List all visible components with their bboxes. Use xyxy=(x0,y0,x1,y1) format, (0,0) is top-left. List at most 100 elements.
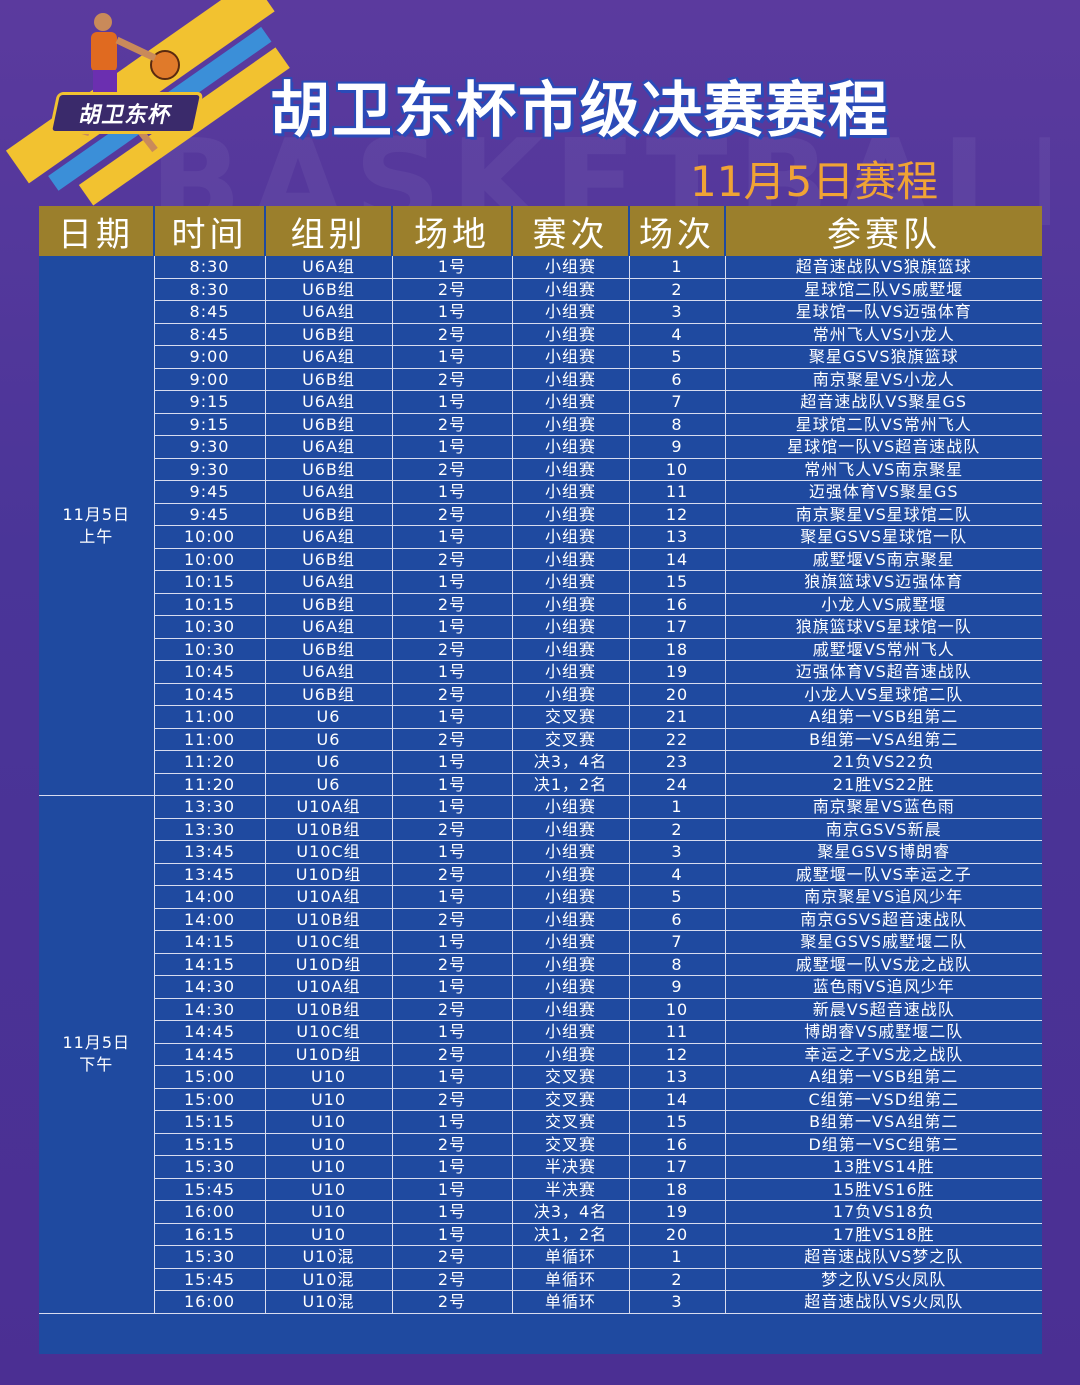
round-cell: 小组赛 xyxy=(512,818,630,841)
group-cell: U10混 xyxy=(265,1290,393,1314)
match-no-cell: 11 xyxy=(629,1020,726,1044)
time-cell: 8:30 xyxy=(154,278,266,301)
venue-cell: 1号 xyxy=(392,1223,513,1246)
round-cell: 小组赛 xyxy=(512,660,630,684)
round-cell: 单循环 xyxy=(512,1290,630,1314)
table-row: 9:30 U6B组 2号 小组赛 10 常州飞人VS南京聚星 xyxy=(39,458,1042,481)
group-cell: U10 xyxy=(265,1065,393,1089)
teams-cell: 星球馆一队VS超音速战队 xyxy=(725,435,1042,459)
match-no-cell: 18 xyxy=(629,638,726,661)
round-cell: 小组赛 xyxy=(512,615,630,639)
teams-cell: 小龙人VS星球馆二队 xyxy=(725,683,1042,706)
time-cell: 8:45 xyxy=(154,300,266,324)
table-row: 14:45 U10C组 1号 小组赛 11 博朗睿VS戚墅堰二队 xyxy=(39,1020,1042,1044)
match-no-cell: 16 xyxy=(629,593,726,616)
time-cell: 15:15 xyxy=(154,1133,266,1156)
time-cell: 14:15 xyxy=(154,930,266,954)
match-no-cell: 13 xyxy=(629,1065,726,1089)
round-cell: 小组赛 xyxy=(512,638,630,661)
group-cell: U10 xyxy=(265,1133,393,1156)
teams-cell: 星球馆一队VS迈强体育 xyxy=(725,300,1042,324)
time-cell: 11:00 xyxy=(154,728,266,751)
venue-cell: 2号 xyxy=(392,1133,513,1156)
match-no-cell: 13 xyxy=(629,525,726,549)
schedule-table-container: 日期 时间 组别 场地 赛次 场次 参赛队 11月5日 上午 8:30 U6A组 1号小… xyxy=(39,206,1042,1354)
match-no-cell: 4 xyxy=(629,323,726,346)
teams-cell: 南京聚星VS星球馆二队 xyxy=(725,503,1042,526)
time-cell: 11:20 xyxy=(154,750,266,774)
table-row: 10:45 U6A组 1号 小组赛 19 迈强体育VS超音速战队 xyxy=(39,660,1042,684)
table-row: 14:30 U10B组 2号 小组赛 10 新晨VS超音速战队 xyxy=(39,998,1042,1021)
group-cell: U10 xyxy=(265,1223,393,1246)
time-cell: 14:15 xyxy=(154,953,266,976)
venue-cell: 1号 xyxy=(392,390,513,414)
group-cell: U10B组 xyxy=(265,998,393,1021)
table-row: 10:00 U6A组 1号 小组赛 13 聚星GSVS星球馆一队 xyxy=(39,525,1042,549)
table-row: 10:30 U6A组 1号 小组赛 17 狼旗篮球VS星球馆一队 xyxy=(39,615,1042,639)
venue-cell: 1号 xyxy=(392,300,513,324)
time-cell: 14:30 xyxy=(154,998,266,1021)
match-no-cell: 23 xyxy=(629,750,726,774)
date-cell: 11月5日 下午 xyxy=(39,795,155,1314)
teams-cell: 戚墅堰一队VS幸运之子 xyxy=(725,863,1042,886)
round-cell: 小组赛 xyxy=(512,525,630,549)
venue-cell: 2号 xyxy=(392,728,513,751)
table-row: 14:00 U10B组 2号 小组赛 6 南京GSVS超音速战队 xyxy=(39,908,1042,931)
group-cell: U10A组 xyxy=(265,975,393,999)
venue-cell: 2号 xyxy=(392,278,513,301)
venue-cell: 2号 xyxy=(392,548,513,571)
match-no-cell: 10 xyxy=(629,458,726,481)
teams-cell: 17负VS18负 xyxy=(725,1200,1042,1224)
round-cell: 半决赛 xyxy=(512,1155,630,1179)
table-row: 11月5日 下午 13:30 U10A组 1号 小组赛 1 南京聚星VS蓝色雨 xyxy=(39,795,1042,1314)
venue-cell: 1号 xyxy=(392,435,513,459)
round-cell: 小组赛 xyxy=(512,975,630,999)
round-cell: 小组赛 xyxy=(512,795,630,819)
round-cell: 单循环 xyxy=(512,1245,630,1269)
match-no-cell: 7 xyxy=(629,930,726,954)
table-row: 14:30 U10A组 1号 小组赛 9 蓝色雨VS追风少年 xyxy=(39,975,1042,999)
date-cell: 11月5日 上午 xyxy=(39,256,155,796)
round-cell: 小组赛 xyxy=(512,863,630,886)
match-no-cell: 15 xyxy=(629,570,726,594)
time-cell: 10:15 xyxy=(154,570,266,594)
table-row: 14:45 U10D组 2号 小组赛 12 幸运之子VS龙之战队 xyxy=(39,1043,1042,1066)
time-cell: 14:00 xyxy=(154,885,266,909)
teams-cell: A组第一VSB组第二 xyxy=(725,705,1042,729)
teams-cell: 13胜VS14胜 xyxy=(725,1155,1042,1179)
venue-cell: 1号 xyxy=(392,840,513,864)
teams-cell: 南京GSVS新晨 xyxy=(725,818,1042,841)
group-cell: U10B组 xyxy=(265,908,393,931)
group-cell: U6 xyxy=(265,728,393,751)
match-no-cell: 9 xyxy=(629,435,726,459)
teams-cell: 星球馆二队VS戚墅堰 xyxy=(725,278,1042,301)
match-no-cell: 6 xyxy=(629,908,726,931)
group-cell: U6A组 xyxy=(265,435,393,459)
venue-cell: 1号 xyxy=(392,1178,513,1201)
round-cell: 小组赛 xyxy=(512,435,630,459)
teams-cell: C组第一VSD组第二 xyxy=(725,1088,1042,1111)
teams-cell: B组第一VSA组第二 xyxy=(725,1110,1042,1134)
round-cell: 小组赛 xyxy=(512,908,630,931)
teams-cell: 聚星GSVS戚墅堰二队 xyxy=(725,930,1042,954)
time-cell: 10:00 xyxy=(154,525,266,549)
match-no-cell: 14 xyxy=(629,548,726,571)
time-cell: 16:00 xyxy=(154,1290,266,1314)
round-cell: 小组赛 xyxy=(512,683,630,706)
match-no-cell: 11 xyxy=(629,480,726,504)
group-cell: U6B组 xyxy=(265,548,393,571)
time-cell: 14:30 xyxy=(154,975,266,999)
round-cell: 小组赛 xyxy=(512,930,630,954)
table-row: 10:00 U6B组 2号 小组赛 14 戚墅堰VS南京聚星 xyxy=(39,548,1042,571)
teams-cell: 戚墅堰一队VS龙之战队 xyxy=(725,953,1042,976)
teams-cell: 蓝色雨VS追风少年 xyxy=(725,975,1042,999)
teams-cell: 狼旗篮球VS迈强体育 xyxy=(725,570,1042,594)
time-cell: 14:45 xyxy=(154,1020,266,1044)
time-cell: 10:00 xyxy=(154,548,266,571)
round-cell: 决3，4名 xyxy=(512,1200,630,1224)
match-no-cell: 6 xyxy=(629,368,726,391)
match-no-cell: 5 xyxy=(629,345,726,369)
match-no-cell: 16 xyxy=(629,1133,726,1156)
round-cell: 小组赛 xyxy=(512,345,630,369)
venue-cell: 2号 xyxy=(392,683,513,706)
